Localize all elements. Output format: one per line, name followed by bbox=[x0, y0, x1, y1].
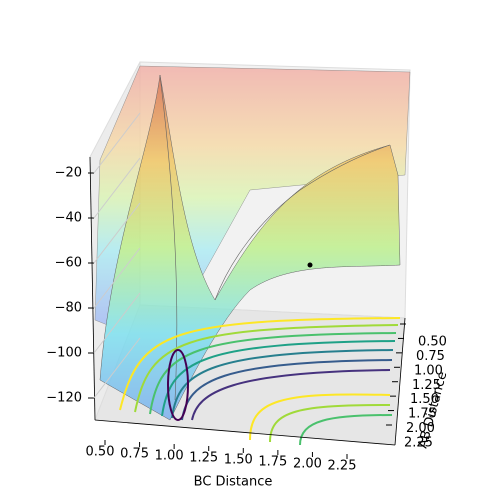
x-axis-label: BC Distance bbox=[194, 475, 273, 490]
axis-lines bbox=[89, 156, 406, 446]
y-tick-label: 1.50 bbox=[410, 392, 439, 407]
y-tick-label: 1.75 bbox=[408, 407, 437, 422]
x-tick-label: 2.25 bbox=[328, 459, 357, 474]
z-tick-label: −80 bbox=[55, 301, 82, 316]
x-tick-label: 0.50 bbox=[86, 445, 115, 460]
y-tick-label: 1.00 bbox=[414, 363, 443, 378]
grid-line bbox=[93, 202, 141, 264]
y-tick-label: 2.25 bbox=[404, 436, 433, 451]
grid-line bbox=[93, 337, 141, 399]
marker bbox=[307, 262, 313, 268]
z-tick-label: −40 bbox=[55, 211, 82, 226]
z-tick-label: −100 bbox=[46, 346, 82, 361]
z-tick-label: −60 bbox=[55, 256, 82, 271]
grid-line bbox=[93, 112, 141, 174]
grid-line bbox=[93, 157, 141, 219]
y-tick-label: 0.75 bbox=[416, 349, 445, 364]
y-tick-label: 1.25 bbox=[412, 378, 441, 393]
z-tick-label: −20 bbox=[55, 166, 82, 181]
z-tick-label: −120 bbox=[46, 391, 82, 406]
y-tick-label: 0.50 bbox=[418, 335, 447, 350]
surface bbox=[94, 65, 411, 421]
x-tick-label: 2.00 bbox=[293, 457, 322, 472]
x-tick-label: 1.50 bbox=[224, 453, 253, 468]
grid-line bbox=[93, 247, 141, 309]
x-tick-label: 1.00 bbox=[155, 449, 184, 464]
contours bbox=[119, 317, 401, 446]
grid-line bbox=[93, 292, 141, 354]
x-tick-label: 1.75 bbox=[258, 455, 287, 470]
y-tick-label: 2.00 bbox=[406, 421, 435, 436]
x-tick-label: 0.75 bbox=[120, 447, 149, 462]
x-tick-label: 1.25 bbox=[189, 451, 218, 466]
